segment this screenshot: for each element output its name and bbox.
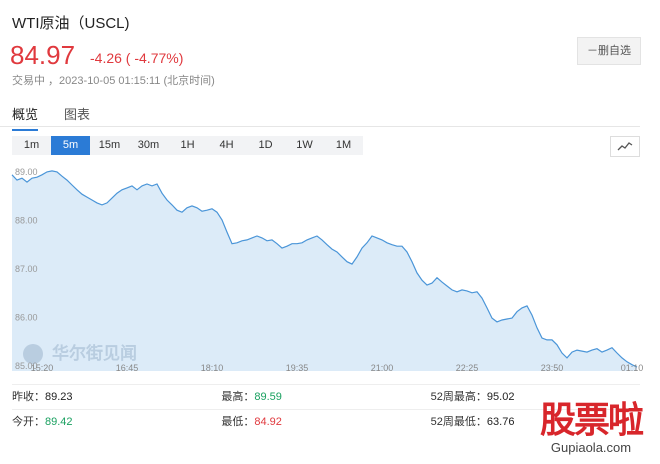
watermark: 华尔街见闻 — [52, 343, 137, 364]
divider — [0, 126, 640, 127]
stat-value: 89.42 — [45, 416, 73, 428]
x-tick-label: 15:20 — [31, 363, 54, 373]
line — [11, 170, 638, 368]
watermark-icon — [23, 344, 43, 364]
change: -4.26 ( -4.77%) — [90, 50, 184, 66]
stat: 今开：89.42 — [12, 410, 221, 434]
interval-button[interactable]: 1W — [296, 139, 313, 151]
stat: 最低：84.92 — [221, 410, 430, 434]
tab[interactable]: 概览 — [12, 104, 39, 131]
stat: 昨收：89.23 — [12, 385, 221, 409]
tabs: 概览 图表 — [12, 104, 90, 131]
x-tick-label: 16:45 — [116, 363, 139, 373]
stat: 最高：89.59 — [221, 385, 430, 409]
stat: 52周最低：63.76 — [431, 410, 640, 434]
stat-label: 52周最高： — [430, 391, 487, 403]
tab[interactable]: 图表 — [64, 107, 91, 122]
stat-label: 今开： — [12, 416, 45, 428]
watchlist-button[interactable]: －删自选 — [577, 37, 641, 65]
y-tick-label: 88.00 — [15, 215, 38, 225]
interval-button[interactable]: 30m — [137, 139, 160, 151]
x-tick-label: 01:10 — [621, 363, 644, 373]
stat-label: 最高： — [221, 391, 255, 403]
stat-value: 95.02 — [486, 391, 515, 403]
stat-value: 63.76 — [486, 416, 515, 428]
y-tick-label: 86.00 — [15, 313, 38, 323]
price: 84.97 — [10, 40, 76, 70]
stats-row: 昨收：89.23 最高：89.59 52周最高：95.02 — [12, 384, 640, 409]
title: WTI原油（USCL) — [12, 15, 130, 32]
stat-label: 最低： — [221, 416, 255, 428]
y-tick-label: 89.00 — [15, 167, 38, 177]
interval-button[interactable]: 1D — [258, 139, 273, 151]
x-tick-label: 23:50 — [541, 363, 564, 373]
interval-button[interactable]: 5m — [51, 136, 90, 155]
x-tick-label: 21:00 — [371, 363, 394, 373]
status: 交易中 ，2023-10-05 01:15:11 (北京时间) — [12, 75, 215, 87]
stat-label: 52周最低： — [430, 416, 487, 428]
stat: 52周最高：95.02 — [431, 385, 640, 409]
chart: 华尔街见闻 85.00 86.00 87.00 88.00 89.00 15:20 16:45… — [11, 167, 644, 373]
stat-value: 84.92 — [254, 416, 282, 428]
interval-button[interactable]: 4H — [219, 139, 234, 151]
x-tick-label: 22:25 — [456, 363, 479, 373]
x-tick-label: 18:10 — [201, 363, 224, 373]
interval-button[interactable]: 15m — [98, 139, 121, 151]
intervals: 1m 5m 15m 30m 1H 4H 1D 1W 1M — [12, 136, 363, 155]
stat-value: 89.59 — [254, 391, 282, 403]
site-logo: 股票啦 — [540, 399, 644, 440]
stat-value: 89.23 — [45, 391, 73, 403]
site-mark: 股票啦 Gupiaola.com — [540, 399, 644, 456]
interval-button[interactable]: 1M — [335, 139, 352, 151]
y-tick-label: 87.00 — [15, 264, 38, 274]
y-tick-label: 85.00 — [15, 361, 38, 371]
interval-button[interactable]: 1m — [23, 139, 40, 151]
stat-label: 昨收： — [12, 391, 45, 403]
x-tick-label: 19:35 — [286, 363, 309, 373]
stats-row: 今开：89.42 最低：84.92 52周最低：63.76 — [12, 409, 640, 434]
area — [12, 170, 637, 371]
interval-button[interactable]: 1H — [180, 139, 195, 151]
site-url: Gupiaola.com — [550, 440, 632, 455]
chart-type-button[interactable] — [610, 136, 640, 157]
